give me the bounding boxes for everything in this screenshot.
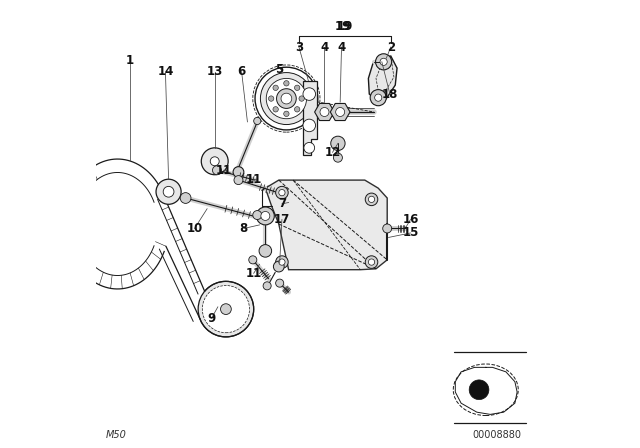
Text: 11: 11 [246,172,262,186]
Circle shape [273,107,278,112]
Text: 19: 19 [337,20,353,34]
Circle shape [279,259,285,265]
Circle shape [255,67,317,130]
Text: 18: 18 [381,87,398,101]
Circle shape [221,304,231,314]
Circle shape [365,193,378,206]
Circle shape [284,111,289,116]
Polygon shape [330,103,350,121]
Circle shape [276,186,288,199]
Circle shape [163,186,174,197]
Circle shape [276,89,296,108]
Text: 19: 19 [334,20,351,34]
Circle shape [273,85,278,90]
Circle shape [202,285,250,333]
Polygon shape [266,180,387,270]
Text: 8: 8 [240,222,248,235]
Text: 13: 13 [207,65,223,78]
Circle shape [284,81,289,86]
Circle shape [369,259,374,265]
Circle shape [269,96,274,101]
Circle shape [374,94,382,101]
Circle shape [249,256,257,264]
Circle shape [333,153,342,162]
Text: 16: 16 [403,213,419,226]
Circle shape [383,224,392,233]
Text: M50: M50 [106,431,127,440]
Circle shape [259,245,271,257]
Circle shape [276,256,288,268]
Circle shape [376,54,392,70]
Text: 12: 12 [324,146,340,159]
Circle shape [198,281,253,337]
Polygon shape [315,103,334,121]
Text: 10: 10 [186,222,203,235]
Text: 1: 1 [125,54,134,67]
Text: 9: 9 [207,311,216,325]
Text: 11: 11 [216,164,232,177]
Circle shape [335,108,344,116]
Text: 3: 3 [295,40,303,54]
Circle shape [260,73,312,125]
Circle shape [156,179,181,204]
Circle shape [365,256,378,268]
Circle shape [469,380,489,400]
Text: 00008880: 00008880 [472,431,522,440]
Text: 5: 5 [276,63,284,76]
Circle shape [276,279,284,287]
Circle shape [331,136,345,151]
Circle shape [263,282,271,290]
Circle shape [299,96,304,101]
Polygon shape [303,81,317,155]
Circle shape [180,193,191,203]
Circle shape [369,196,374,202]
Polygon shape [369,56,397,101]
Circle shape [279,190,285,196]
Text: 4: 4 [321,40,328,54]
Circle shape [233,167,244,177]
Circle shape [304,142,315,153]
Circle shape [273,261,284,272]
Text: 17: 17 [274,213,290,226]
Text: 4: 4 [337,40,346,54]
Circle shape [261,211,270,220]
Circle shape [253,117,261,125]
Circle shape [294,107,300,112]
Text: 11: 11 [246,267,262,280]
Circle shape [210,157,219,166]
Text: 2: 2 [387,40,395,54]
Circle shape [257,207,275,225]
Text: 7: 7 [278,197,286,211]
Ellipse shape [453,364,518,416]
Circle shape [266,78,307,119]
Circle shape [303,88,316,100]
Circle shape [294,85,300,90]
Circle shape [380,58,387,65]
Circle shape [212,166,221,175]
Circle shape [320,108,329,116]
Text: 6: 6 [237,65,246,78]
Circle shape [234,176,243,185]
Circle shape [201,148,228,175]
Text: 14: 14 [157,65,173,78]
Circle shape [281,93,292,104]
Text: 15: 15 [403,226,419,240]
Circle shape [253,211,262,220]
Circle shape [303,119,316,132]
Circle shape [370,90,387,106]
